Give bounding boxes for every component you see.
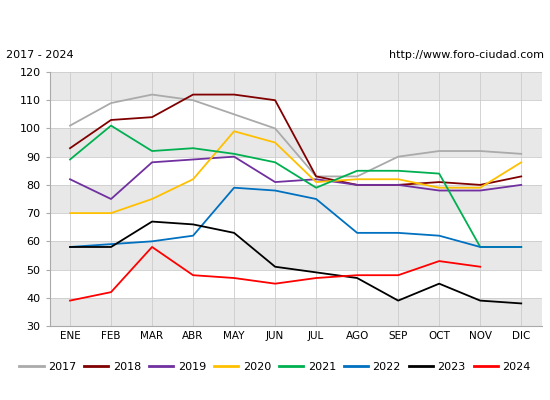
Bar — [50, 241, 542, 270]
Bar — [50, 100, 542, 128]
Text: http://www.foro-ciudad.com: http://www.foro-ciudad.com — [389, 50, 544, 60]
Text: Evolucion del paro registrado en Alaejos: Evolucion del paro registrado en Alaejos — [128, 14, 422, 28]
Bar — [50, 128, 542, 157]
Text: 2017 - 2024: 2017 - 2024 — [6, 50, 73, 60]
Legend: 2017, 2018, 2019, 2020, 2021, 2022, 2023, 2024: 2017, 2018, 2019, 2020, 2021, 2022, 2023… — [15, 357, 535, 376]
Bar — [50, 72, 542, 100]
Bar — [50, 185, 542, 213]
Bar — [50, 157, 542, 185]
Bar — [50, 213, 542, 241]
Bar — [50, 298, 542, 326]
Bar — [50, 270, 542, 298]
